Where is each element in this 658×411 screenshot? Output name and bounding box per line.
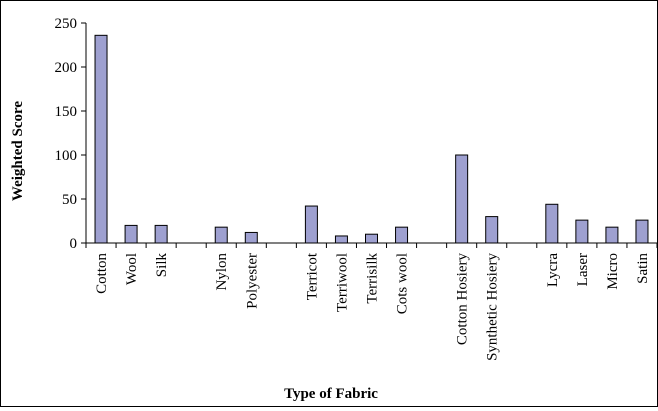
bar	[455, 154, 469, 244]
bar	[94, 34, 108, 244]
bar	[244, 231, 258, 244]
bar	[365, 233, 378, 244]
y-axis-label: Weighted Score	[10, 101, 26, 201]
x-tick-label: Nylon	[214, 253, 230, 291]
x-tick-label: Synthetic Hosiery	[485, 253, 501, 361]
bar	[154, 224, 168, 244]
y-tick-label: 200	[55, 60, 78, 76]
y-tick-label: 150	[55, 104, 78, 120]
bar	[545, 203, 559, 244]
bar	[395, 226, 409, 244]
y-tick-label: 0	[70, 236, 78, 252]
x-tick-label: Cotton	[94, 253, 110, 294]
x-tick-label: Micro	[605, 253, 621, 290]
bar	[214, 226, 228, 244]
bar	[605, 226, 619, 244]
x-tick-label: Silk	[154, 253, 170, 278]
bar	[485, 216, 499, 244]
bar	[635, 219, 649, 244]
y-tick-label: 50	[62, 192, 77, 208]
bar	[124, 224, 138, 244]
x-tick-label: Polyester	[244, 253, 260, 309]
x-tick-label: Wool	[124, 253, 140, 285]
x-tick-label: Laser	[575, 253, 591, 286]
x-tick-label: Terrisilk	[365, 253, 381, 304]
y-tick-label: 250	[55, 16, 78, 32]
x-tick-label: Cots wool	[395, 253, 411, 314]
x-tick-label: Satin	[635, 253, 651, 284]
x-tick-label: Lycra	[545, 253, 561, 287]
bar	[334, 235, 348, 244]
bar	[304, 205, 318, 244]
plot-area: 0 50 100 150 200 250 Cotton Wool Silk Nylon Polyes…	[55, 16, 658, 361]
bar	[575, 219, 589, 244]
x-tick-label: Terricot	[304, 252, 320, 300]
x-axis-label: Type of Fabric	[284, 386, 378, 402]
y-tick-label: 100	[55, 148, 78, 164]
x-tick-label: Terriwool	[334, 253, 350, 312]
x-tick-label: Cotton Hosiery	[455, 253, 471, 346]
